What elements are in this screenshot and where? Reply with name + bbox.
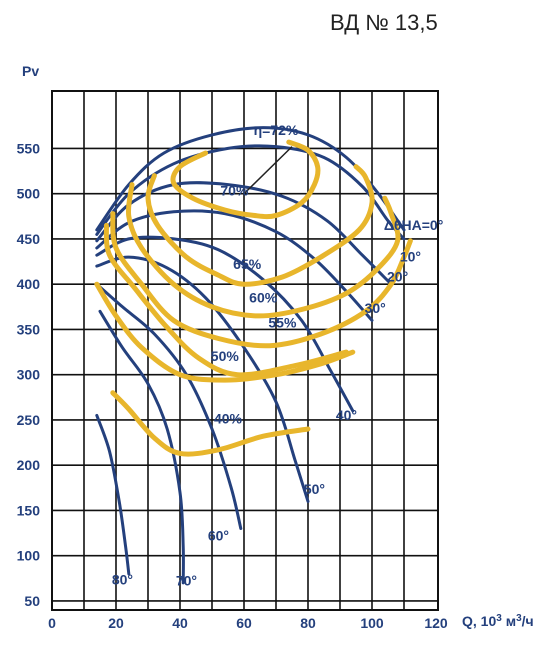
curve-label: 40% <box>214 411 243 427</box>
curve-label: 60° <box>208 527 229 543</box>
y-tick-label: 200 <box>17 457 41 473</box>
curve-label: ΔθНА=0° <box>384 217 443 233</box>
y-tick-label: 550 <box>17 140 41 156</box>
x-tick-label: 120 <box>424 615 448 631</box>
y-tick-label: 250 <box>17 412 41 428</box>
x-tick-label: 80 <box>300 615 316 631</box>
efficiency-curve <box>170 139 321 220</box>
efficiency-curve <box>145 164 375 287</box>
curve-labels: η=72% 70% 65% 60% 55% 50% 40% ΔθНА=0° 10° 20°30° 4… <box>112 122 443 589</box>
curve-label: 20° <box>387 268 408 284</box>
efficiency-curve <box>125 182 401 319</box>
y-axis-label: Pv <box>22 63 39 79</box>
efficiency-label-leader <box>243 146 293 195</box>
y-tick-label: 300 <box>17 367 41 383</box>
blade-angle-curve <box>95 235 355 413</box>
x-tick-label: 0 <box>48 615 56 631</box>
efficiency-curves <box>94 139 413 457</box>
x-tick-label: 40 <box>172 615 188 631</box>
curve-label: 10° <box>400 249 421 265</box>
curve-label: 70% <box>220 183 249 199</box>
curve-label: 50% <box>211 348 240 364</box>
blade-angle-curve <box>95 255 310 503</box>
curve-label: η=72% <box>254 122 299 138</box>
blade-angle-curve <box>98 309 185 585</box>
curve-label: 30° <box>365 300 386 316</box>
y-tick-label: 50 <box>24 593 40 609</box>
y-tick-label: 450 <box>17 231 41 247</box>
efficiency-curve <box>110 390 311 457</box>
y-tick-label: 400 <box>17 276 41 292</box>
blade-angle-curve <box>95 181 393 286</box>
blade-angle-curve <box>95 144 406 241</box>
y-tick-label: 500 <box>17 186 41 202</box>
curve-label: 40° <box>336 407 357 423</box>
x-tick-label: 20 <box>108 615 124 631</box>
curve-label: 70° <box>176 573 197 589</box>
curve-label: 55% <box>268 315 297 331</box>
y-tick-label: 100 <box>17 548 41 564</box>
y-tick-labels: 50 100 150 200 250 300 350 400 450 500 550 <box>17 140 41 609</box>
x-tick-labels: 0 20 40 60 80 100 120 <box>48 615 448 631</box>
blade-angle-curve <box>95 413 131 576</box>
x-axis-label: Q, 103 м3/ч <box>462 613 534 629</box>
curve-label: 50° <box>304 481 325 497</box>
y-tick-label: 350 <box>17 321 41 337</box>
chart-title: ВД № 13,5 <box>330 10 438 35</box>
efficiency-curve <box>103 222 349 378</box>
curve-label: 60% <box>249 289 278 305</box>
efficiency-curve <box>94 281 356 383</box>
blade-angle-curves <box>95 126 406 585</box>
curve-label: 65% <box>233 256 262 272</box>
plot-frame <box>51 90 439 611</box>
y-tick-label: 150 <box>17 502 41 518</box>
efficiency-curve <box>110 211 413 349</box>
x-tick-label: 100 <box>360 615 384 631</box>
x-tick-label: 60 <box>236 615 252 631</box>
curve-label: 80° <box>112 572 133 588</box>
